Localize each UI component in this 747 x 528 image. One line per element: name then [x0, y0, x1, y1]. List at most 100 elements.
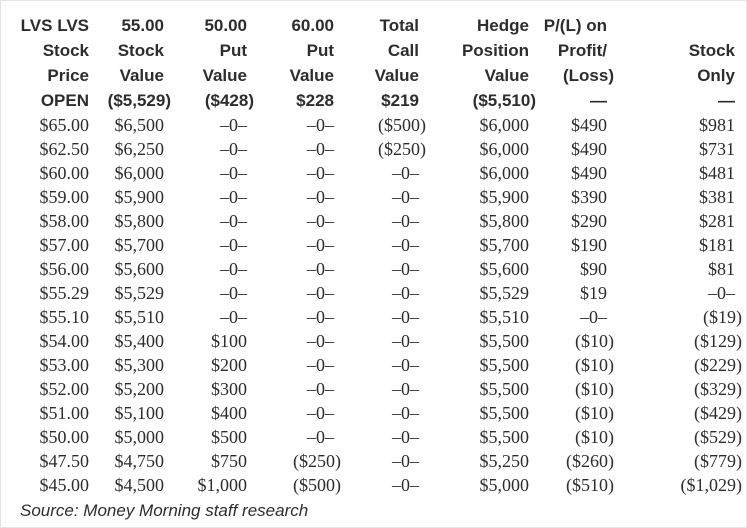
value-cell: $300: [211, 378, 247, 399]
value-cell: $5,500: [479, 354, 530, 375]
header-cell: Put: [219, 40, 247, 60]
value-cell: –0–: [307, 378, 334, 399]
value-cell: $750: [211, 450, 247, 471]
table-row: $55.10 $5,510 –0– –0– –0– $5,510 –0– ($19): [4, 305, 744, 329]
value-cell: ($1,029): [680, 474, 743, 495]
value-cell: $490: [571, 114, 607, 135]
header-cell: Value: [289, 65, 334, 85]
value-cell: –0–: [307, 258, 334, 279]
value-cell: –0–: [392, 306, 419, 327]
value-cell: ($329): [694, 378, 742, 399]
header-cell: Stock: [42, 40, 89, 60]
header-row: Price Value Value Value Value Value (Loss) Only: [4, 63, 744, 88]
value-cell: $50.00: [39, 426, 90, 447]
table-row: $51.00 $5,100 $400 –0– –0– $5,500 ($10) ($429): [4, 401, 744, 425]
value-cell: –0–: [307, 162, 334, 183]
value-cell: $290: [571, 210, 607, 231]
open-position-cell: —: [590, 90, 607, 110]
header-cell: 60.00: [291, 15, 334, 35]
value-cell: $100: [211, 330, 247, 351]
value-cell: –0–: [307, 306, 334, 327]
value-cell: –0–: [220, 258, 247, 279]
value-cell: –0–: [708, 282, 735, 303]
value-cell: $1,000: [197, 474, 248, 495]
value-cell: $45.00: [39, 474, 90, 495]
table-row: $60.00 $6,000 –0– –0– –0– $6,000 $490 $481: [4, 161, 744, 185]
value-cell: ($779): [694, 450, 742, 471]
table-body: $65.00 $6,500 –0– –0– ($500) $6,000 $490 $981 $6…: [4, 113, 744, 497]
table-row: $50.00 $5,000 $500 –0– –0– $5,500 ($10) ($529): [4, 425, 744, 449]
value-cell: $5,800: [114, 210, 165, 231]
table-row: $59.00 $5,900 –0– –0– –0– $5,900 $390 $381: [4, 185, 744, 209]
value-cell: $500: [211, 426, 247, 447]
value-cell: $5,529: [479, 282, 530, 303]
header-cell: Value: [374, 65, 419, 85]
value-cell: $400: [211, 402, 247, 423]
value-cell: –0–: [220, 186, 247, 207]
header-cell: Stock: [688, 40, 735, 60]
value-cell: $4,500: [114, 474, 165, 495]
value-cell: $181: [699, 234, 735, 255]
value-cell: ($250): [293, 450, 341, 471]
value-cell: ($10): [575, 426, 614, 447]
value-cell: $490: [571, 138, 607, 159]
value-cell: $200: [211, 354, 247, 375]
header-cell: P/(L) on: [543, 15, 607, 35]
value-cell: –0–: [307, 354, 334, 375]
table-row: $65.00 $6,500 –0– –0– ($500) $6,000 $490 $981: [4, 113, 744, 137]
value-cell: $52.00: [39, 378, 90, 399]
open-position-cell: —: [718, 90, 735, 110]
value-cell: $57.00: [39, 234, 90, 255]
value-cell: –0–: [307, 114, 334, 135]
value-cell: –0–: [392, 402, 419, 423]
value-cell: –0–: [307, 282, 334, 303]
value-cell: $5,600: [479, 258, 530, 279]
value-cell: –0–: [392, 210, 419, 231]
header-cell: Stock: [117, 40, 164, 60]
open-position-cell: ($428): [204, 90, 254, 110]
value-cell: –0–: [392, 258, 419, 279]
value-cell: $6,000: [479, 162, 530, 183]
table-row: $47.50 $4,750 $750 ($250) –0– $5,250 ($260) ($7…: [4, 449, 744, 473]
table-row: $52.00 $5,200 $300 –0– –0– $5,500 ($10) ($329): [4, 377, 744, 401]
header-cell: Put: [306, 40, 334, 60]
header-cell: LVS LVS: [20, 15, 89, 35]
value-cell: $5,500: [479, 378, 530, 399]
value-cell: ($229): [694, 354, 742, 375]
value-cell: –0–: [220, 138, 247, 159]
value-cell: $5,529: [114, 282, 165, 303]
value-cell: –0–: [307, 426, 334, 447]
table-row: $53.00 $5,300 $200 –0– –0– $5,500 ($10) ($229): [4, 353, 744, 377]
header-cell: 50.00: [204, 15, 247, 35]
value-cell: $62.50: [39, 138, 90, 159]
header-cell: Profit/: [557, 40, 607, 60]
value-cell: $5,900: [114, 186, 165, 207]
open-position-cell: ($5,529): [107, 90, 171, 110]
value-cell: –0–: [392, 474, 419, 495]
value-cell: $51.00: [39, 402, 90, 423]
value-cell: ($529): [694, 426, 742, 447]
value-cell: $6,000: [479, 138, 530, 159]
table-row: $45.00 $4,500 $1,000 ($500) –0– $5,000 ($510) (…: [4, 473, 744, 497]
table-row: $62.50 $6,250 –0– –0– ($250) $6,000 $490 $731: [4, 137, 744, 161]
value-cell: $5,200: [114, 378, 165, 399]
value-cell: $281: [699, 210, 735, 231]
value-cell: –0–: [392, 234, 419, 255]
value-cell: $90: [580, 258, 607, 279]
table-row: $58.00 $5,800 –0– –0– –0– $5,800 $290 $281: [4, 209, 744, 233]
value-cell: $5,510: [479, 306, 530, 327]
value-cell: –0–: [392, 186, 419, 207]
table-header: LVS LVS 55.00 50.00 60.00 Total Hedge P/(L) on…: [4, 13, 744, 113]
value-cell: –0–: [220, 234, 247, 255]
header-cell: [616, 13, 744, 38]
table-row: $55.29 $5,529 –0– –0– –0– $5,529 $19 –0–: [4, 281, 744, 305]
value-cell: $5,700: [114, 234, 165, 255]
value-cell: $190: [571, 234, 607, 255]
value-cell: –0–: [392, 162, 419, 183]
header-cell: 55.00: [121, 15, 164, 35]
value-cell: $5,900: [479, 186, 530, 207]
header-cell: Value: [484, 65, 529, 85]
value-cell: $390: [571, 186, 607, 207]
value-cell: –0–: [220, 306, 247, 327]
value-cell: –0–: [580, 306, 607, 327]
